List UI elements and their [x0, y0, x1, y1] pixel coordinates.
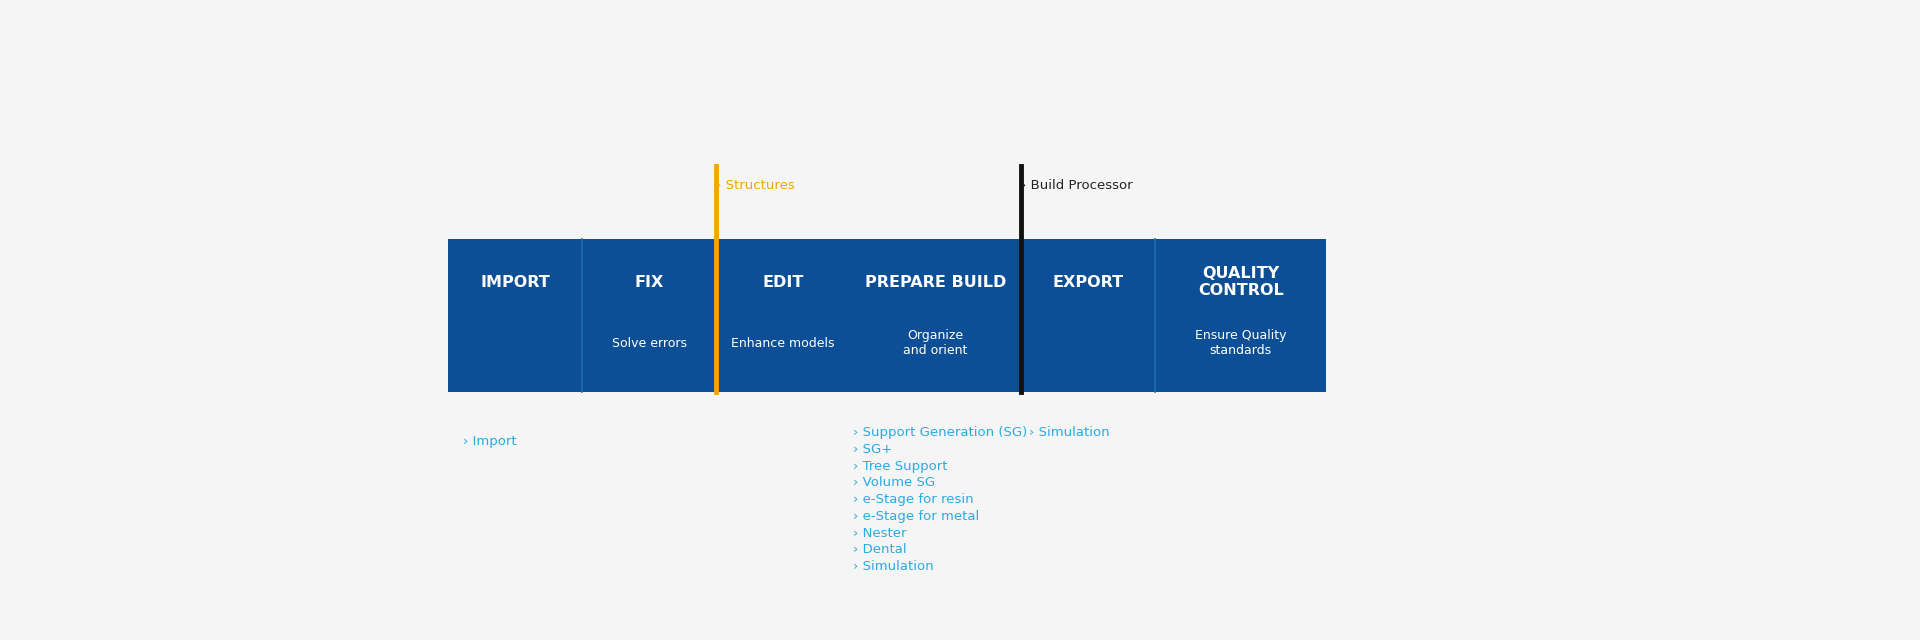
Text: IMPORT: IMPORT — [480, 275, 551, 290]
Text: FIX: FIX — [634, 275, 664, 290]
Text: › Tree Support: › Tree Support — [852, 460, 948, 472]
Text: › Nester: › Nester — [852, 527, 906, 540]
Text: EXPORT: EXPORT — [1052, 275, 1123, 290]
Text: Solve errors: Solve errors — [612, 337, 687, 350]
Text: › Structures: › Structures — [716, 179, 795, 192]
Text: › Simulation: › Simulation — [852, 560, 933, 573]
Text: › e-Stage for resin: › e-Stage for resin — [852, 493, 973, 506]
Text: › Volume SG: › Volume SG — [852, 476, 935, 490]
Text: PREPARE BUILD: PREPARE BUILD — [864, 275, 1006, 290]
Text: EDIT: EDIT — [762, 275, 804, 290]
Text: › Import: › Import — [463, 435, 516, 448]
Text: › e-Stage for metal: › e-Stage for metal — [852, 510, 979, 523]
Bar — [449, 239, 1327, 392]
Text: QUALITY
CONTROL: QUALITY CONTROL — [1198, 266, 1284, 298]
Text: › SG+: › SG+ — [852, 443, 893, 456]
Text: › Support Generation (SG): › Support Generation (SG) — [852, 426, 1027, 439]
Text: › Simulation: › Simulation — [1029, 426, 1110, 439]
Text: Organize
and orient: Organize and orient — [904, 330, 968, 357]
Text: › Dental: › Dental — [852, 543, 906, 556]
Text: › Build Processor: › Build Processor — [1021, 179, 1133, 192]
Text: Enhance models: Enhance models — [732, 337, 835, 350]
Text: Ensure Quality
standards: Ensure Quality standards — [1194, 330, 1286, 357]
